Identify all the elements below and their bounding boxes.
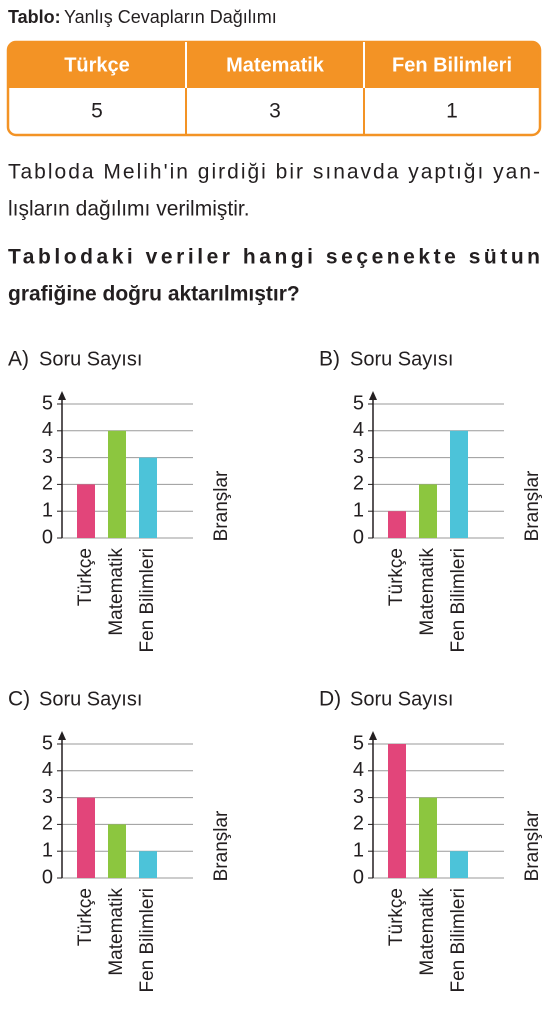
table-header-bg xyxy=(8,42,540,88)
x-tick-label: Fen Bilimleri xyxy=(137,548,158,653)
paragraph-line: lışların dağılımı verilmiştir. xyxy=(8,198,250,221)
axis-arrow xyxy=(369,391,377,400)
axis-arrow xyxy=(58,391,66,400)
axis-arrow xyxy=(58,731,66,740)
x-tick-label: Türkçe xyxy=(386,548,407,606)
y-tick-label: 0 xyxy=(353,526,364,548)
bar xyxy=(419,484,437,538)
table-title-label: Tablo: xyxy=(8,7,61,27)
y-tick-label: 1 xyxy=(353,499,364,521)
x-tick-label: Türkçe xyxy=(386,888,407,946)
y-tick-label: 5 xyxy=(353,392,364,414)
x-axis-label: Branşlar xyxy=(522,470,543,541)
bar xyxy=(450,851,468,878)
table-cell: 1 xyxy=(446,100,458,123)
y-tick-label: 2 xyxy=(353,813,364,835)
x-tick-label: Türkçe xyxy=(75,548,96,606)
y-tick-label: 5 xyxy=(42,392,53,414)
bar xyxy=(108,824,126,878)
y-tick-label: 4 xyxy=(42,759,53,781)
y-axis-label: Soru Sayısı xyxy=(39,348,142,370)
bar xyxy=(450,430,468,538)
y-axis-label: Soru Sayısı xyxy=(39,688,142,710)
bar xyxy=(77,484,95,538)
x-tick-label: Türkçe xyxy=(75,888,96,946)
y-tick-label: 5 xyxy=(353,732,364,754)
x-tick-label: Fen Bilimleri xyxy=(448,548,469,653)
y-tick-label: 2 xyxy=(42,813,53,835)
x-tick-label: Fen Bilimleri xyxy=(137,888,158,993)
y-axis-label: Soru Sayısı xyxy=(350,688,453,710)
x-tick-label: Matematik xyxy=(106,548,127,636)
y-tick-label: 5 xyxy=(42,732,53,754)
option-label: A) xyxy=(8,348,29,371)
table-header-cell: Türkçe xyxy=(64,54,130,76)
option-label: B) xyxy=(319,348,340,371)
bar xyxy=(388,511,406,538)
bar xyxy=(388,744,406,878)
table-title: Yanlış Cevapların Dağılımı xyxy=(64,7,277,27)
bar xyxy=(139,457,157,538)
y-tick-label: 3 xyxy=(353,446,364,468)
table-cell: 5 xyxy=(91,100,103,123)
y-tick-label: 0 xyxy=(42,526,53,548)
axis-arrow xyxy=(369,731,377,740)
option-label: C) xyxy=(8,688,30,711)
x-tick-label: Matematik xyxy=(417,548,438,636)
bar xyxy=(77,797,95,878)
bar xyxy=(419,797,437,878)
y-tick-label: 3 xyxy=(42,786,53,808)
x-tick-label: Matematik xyxy=(417,888,438,976)
y-tick-label: 4 xyxy=(353,419,364,441)
y-tick-label: 0 xyxy=(42,866,53,888)
y-tick-label: 2 xyxy=(353,473,364,495)
paragraph-line: Tabloda Melih'in girdiği bir sınavda yap… xyxy=(8,161,540,184)
question-line: grafiğine doğru aktarılmıştır? xyxy=(8,283,300,306)
x-tick-label: Matematik xyxy=(106,888,127,976)
x-axis-label: Branşlar xyxy=(211,470,232,541)
x-axis-label: Branşlar xyxy=(211,810,232,881)
y-tick-label: 1 xyxy=(42,499,53,521)
bar xyxy=(108,430,126,538)
option-label: D) xyxy=(319,688,341,711)
x-tick-label: Fen Bilimleri xyxy=(448,888,469,993)
y-axis-label: Soru Sayısı xyxy=(350,348,453,370)
table-header-cell: Fen Bilimleri xyxy=(392,54,512,76)
y-tick-label: 0 xyxy=(353,866,364,888)
bar xyxy=(139,851,157,878)
y-tick-label: 4 xyxy=(42,419,53,441)
question-line: Tablodaki veriler hangi seçenekte sütun xyxy=(8,246,540,269)
y-tick-label: 2 xyxy=(42,473,53,495)
y-tick-label: 4 xyxy=(353,759,364,781)
table-cell: 3 xyxy=(269,100,281,123)
y-tick-label: 3 xyxy=(42,446,53,468)
y-tick-label: 3 xyxy=(353,786,364,808)
table-header-cell: Matematik xyxy=(226,54,325,76)
y-tick-label: 1 xyxy=(42,839,53,861)
x-axis-label: Branşlar xyxy=(522,810,543,881)
y-tick-label: 1 xyxy=(353,839,364,861)
table-border xyxy=(6,40,542,137)
